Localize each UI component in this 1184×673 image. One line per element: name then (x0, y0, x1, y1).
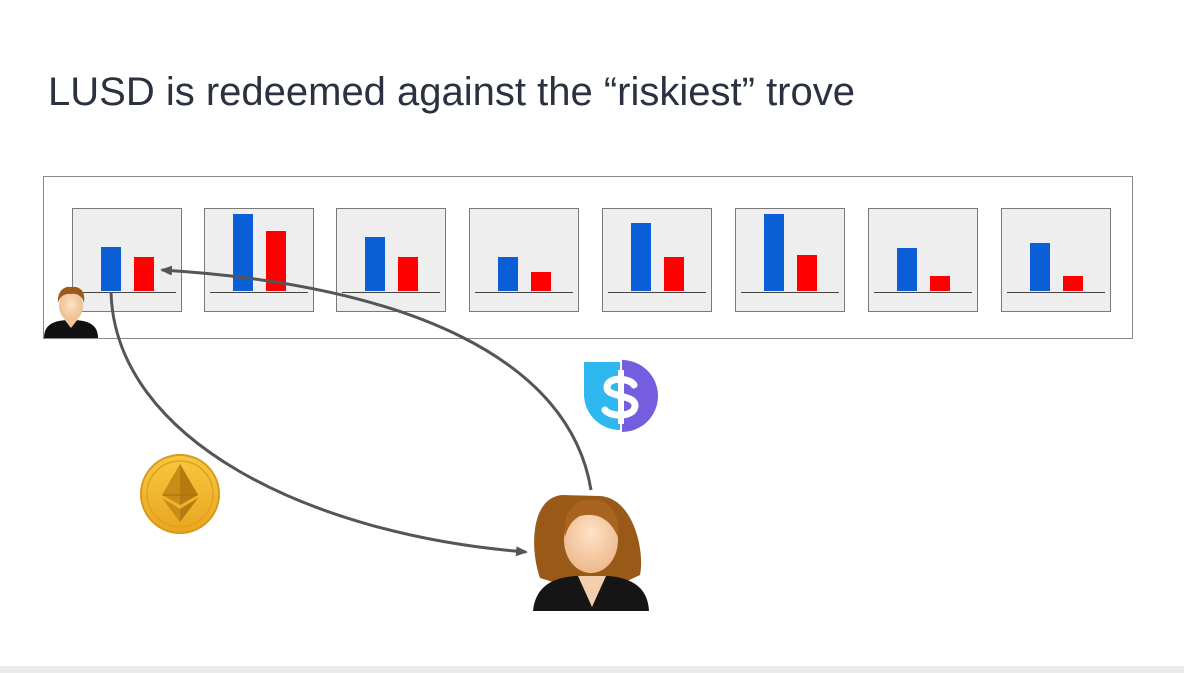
slide-bottom-border (0, 666, 1184, 673)
trove-baseline (741, 292, 839, 293)
trove-baseline (1007, 292, 1105, 293)
debt-bar (797, 255, 817, 291)
female-user-icon (533, 495, 649, 611)
trove-baseline (78, 292, 176, 293)
trove-card (1001, 208, 1111, 312)
trove-card (602, 208, 712, 312)
collateral-bar (498, 257, 518, 291)
collateral-bar (233, 214, 253, 291)
debt-bar (531, 272, 551, 291)
trove-card (204, 208, 314, 312)
trove-card (72, 208, 182, 312)
trove-card (868, 208, 978, 312)
trove-baseline (874, 292, 972, 293)
trove-card (469, 208, 579, 312)
debt-bar (266, 231, 286, 291)
collateral-bar (764, 214, 784, 291)
trove-baseline (342, 292, 440, 293)
collateral-bar (897, 248, 917, 291)
slide-title: LUSD is redeemed against the “riskiest” … (48, 70, 855, 114)
collateral-bar (365, 237, 385, 291)
collateral-bar (1030, 243, 1050, 291)
ethereum-coin-icon (140, 454, 220, 534)
debt-bar (134, 257, 154, 291)
collateral-bar (631, 223, 651, 291)
lusd-logo-icon (584, 360, 658, 432)
debt-bar (1063, 276, 1083, 291)
collateral-bar (101, 247, 121, 291)
trove-card (735, 208, 845, 312)
debt-bar (930, 276, 950, 291)
trove-list (43, 176, 1133, 339)
debt-bar (664, 257, 684, 291)
trove-baseline (210, 292, 308, 293)
trove-baseline (475, 292, 573, 293)
debt-bar (398, 257, 418, 291)
trove-baseline (608, 292, 706, 293)
trove-card (336, 208, 446, 312)
